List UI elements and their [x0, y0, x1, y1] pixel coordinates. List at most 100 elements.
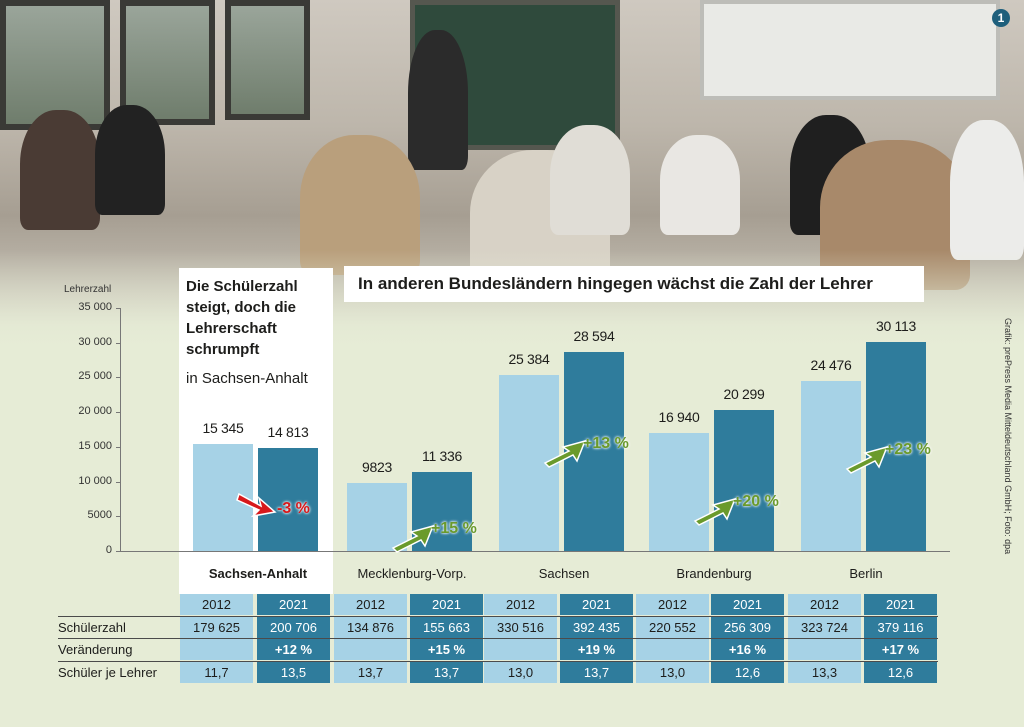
year-header: 2021	[410, 594, 483, 615]
bar-value-label: 11 336	[422, 448, 462, 465]
bar-value-label: 30 113	[876, 317, 916, 334]
table-row-label: Schülerzahl	[58, 620, 126, 635]
student-figure	[550, 125, 630, 235]
table-cell: 11,7	[180, 662, 253, 683]
category-label: Sachsen	[538, 566, 590, 581]
bar-2021-3	[714, 410, 774, 551]
row-divider	[58, 661, 938, 662]
teacher-figure	[408, 30, 468, 170]
y-tick-label: 20 000	[78, 405, 112, 418]
window	[225, 0, 310, 120]
y-tick-mark	[116, 446, 121, 448]
window	[120, 0, 215, 125]
table-cell: +12 %	[257, 639, 330, 660]
change-label: -3 %	[277, 500, 310, 517]
classroom-photo	[0, 0, 1024, 360]
up-arrow-icon	[391, 524, 435, 553]
table-cell: 12,6	[864, 662, 937, 683]
table-cell: 13,3	[788, 662, 861, 683]
bar-value-label: 24 476	[810, 357, 852, 374]
up-arrow-icon	[693, 498, 737, 527]
change-label: +15 %	[431, 520, 477, 537]
bar-2012-4	[801, 381, 861, 551]
table-cell: 330 516	[484, 617, 557, 638]
y-tick-label: 10 000	[78, 474, 112, 487]
table-cell	[334, 639, 407, 660]
table-cell: 179 625	[180, 617, 253, 638]
student-figure	[20, 110, 100, 230]
table-row-label: Veränderung	[58, 642, 133, 657]
bar-value-label: 28 594	[573, 328, 615, 345]
table-cell	[484, 639, 557, 660]
y-tick-mark	[116, 551, 121, 552]
bar-2012-1	[347, 482, 407, 551]
y-tick-mark	[116, 308, 121, 309]
table-cell: 379 116	[864, 617, 937, 638]
y-tick-label: 5000	[87, 509, 112, 522]
student-figure	[950, 120, 1024, 260]
whiteboard	[700, 0, 1000, 100]
category-label: Brandenburg	[676, 566, 752, 581]
table-cell: 12,6	[711, 662, 784, 683]
bar-value-label: 20 299	[723, 386, 765, 403]
x-axis	[120, 551, 950, 552]
highlight-title: Die Schülerzahl steigt, doch die Lehrers…	[186, 278, 298, 358]
table-cell: 256 309	[711, 617, 784, 638]
year-header: 2021	[864, 594, 937, 615]
table-cell: +16 %	[711, 639, 784, 660]
table-cell	[636, 639, 709, 660]
table-cell	[180, 639, 253, 660]
table-cell: +15 %	[410, 639, 483, 660]
table-cell: 13,7	[560, 662, 633, 683]
change-label: +20 %	[733, 493, 779, 511]
y-tick-label: 0	[105, 544, 112, 556]
table-cell: 13,7	[334, 662, 407, 683]
year-header: 2021	[257, 594, 330, 615]
table-cell: 134 876	[334, 617, 407, 638]
table-cell: 392 435	[560, 617, 633, 638]
highlight-subtitle: in Sachsen-Anhalt	[186, 370, 308, 387]
y-tick-label: 25 000	[78, 370, 112, 383]
year-header: 2012	[636, 594, 709, 615]
up-arrow-icon	[543, 439, 587, 468]
y-axis	[120, 308, 121, 552]
year-header: 2012	[788, 594, 861, 615]
row-divider	[58, 616, 938, 617]
table-cell: 13,5	[257, 662, 330, 683]
bar-value-label: 16 940	[658, 409, 700, 426]
credit: Grafik: prePress Media Mitteldeutschland…	[1003, 318, 1013, 555]
year-header: 2021	[711, 594, 784, 615]
year-header: 2021	[560, 594, 633, 615]
y-tick-mark	[116, 516, 121, 518]
y-tick-label: 15 000	[78, 439, 112, 452]
table-cell: +17 %	[864, 639, 937, 660]
bar-value-label: 9823	[362, 458, 392, 475]
category-label: Berlin	[849, 566, 883, 581]
up-arrow-icon	[845, 445, 889, 474]
y-tick-mark	[116, 342, 121, 344]
y-tick-mark	[116, 481, 121, 483]
table-cell: 323 724	[788, 617, 861, 638]
category-label: Sachsen-Anhalt	[208, 566, 308, 581]
y-tick-mark	[116, 412, 121, 414]
year-header: 2012	[484, 594, 557, 615]
row-divider	[58, 638, 938, 639]
y-tick-mark	[116, 377, 121, 379]
window	[0, 0, 110, 130]
bar-value-label: 25 384	[508, 350, 550, 367]
bar-2021-0	[258, 448, 318, 551]
page-badge: 1	[992, 9, 1010, 27]
table-cell: 155 663	[410, 617, 483, 638]
change-label: +23 %	[885, 441, 931, 459]
y-tick-label: 35 000	[78, 301, 112, 313]
table-cell: 200 706	[257, 617, 330, 638]
table-row-label: Schüler je Lehrer	[58, 665, 157, 680]
table-cell: +19 %	[560, 639, 633, 660]
chart-title: In anderen Bundesländern hingegen wächst…	[344, 266, 924, 302]
down-arrow-icon	[236, 492, 277, 518]
table-cell: 13,0	[636, 662, 709, 683]
bar-2021-4	[866, 341, 926, 551]
bar-value-label: 14 813	[267, 424, 309, 441]
year-header: 2012	[180, 594, 253, 615]
table-cell: 13,7	[410, 662, 483, 683]
